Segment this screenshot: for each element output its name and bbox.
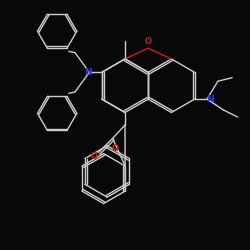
Text: O: O bbox=[111, 144, 118, 153]
Text: N: N bbox=[84, 68, 91, 77]
Text: N: N bbox=[206, 94, 214, 104]
Text: O: O bbox=[90, 152, 98, 162]
Text: O: O bbox=[145, 37, 152, 46]
